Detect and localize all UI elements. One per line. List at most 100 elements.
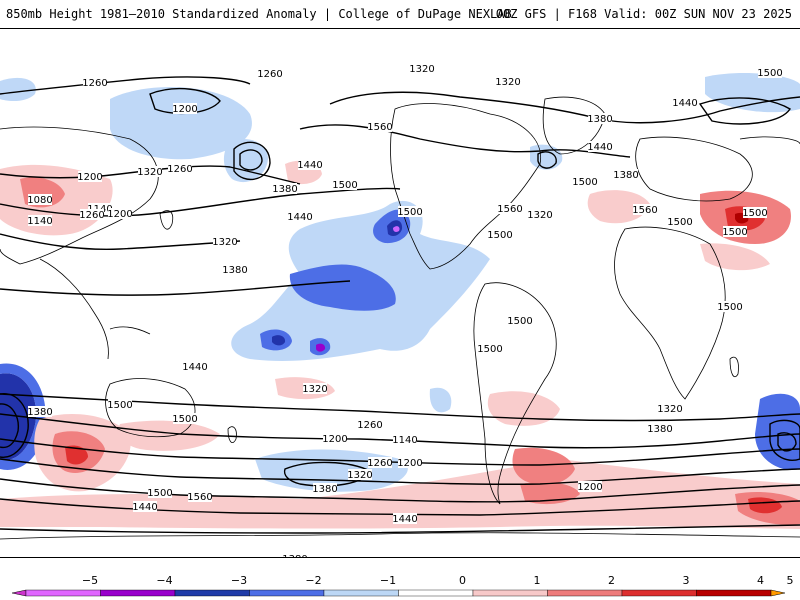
contour-label: 1500 xyxy=(487,229,513,241)
svg-text:1500: 1500 xyxy=(757,68,782,79)
contour-label: 1200 xyxy=(397,457,423,469)
contour-label: 1500 xyxy=(397,206,423,218)
height-contours xyxy=(0,76,800,534)
map-panel[interactable]: 1320 1260 1200 1260 1320 1380 1440 1500 1560 1500… xyxy=(0,28,800,558)
contour-label: 1500 xyxy=(172,413,198,425)
indonesia xyxy=(109,326,151,335)
svg-text:1500: 1500 xyxy=(722,227,747,238)
neg-anomaly-california-peak xyxy=(393,226,400,232)
contour-label: 1320 xyxy=(657,403,683,415)
svg-text:1080: 1080 xyxy=(27,195,52,206)
svg-text:1500: 1500 xyxy=(397,207,422,218)
contour-label: 1440 xyxy=(392,513,418,525)
contour-1260-antarctic xyxy=(0,524,800,534)
contour-1380-arctic xyxy=(299,124,631,158)
anomaly-shading xyxy=(0,73,800,529)
contour-label: 1080 xyxy=(27,194,53,206)
svg-text:1260: 1260 xyxy=(367,458,392,469)
product-title: 850mb Height 1981–2010 Standardized Anom… xyxy=(6,7,512,21)
svg-text:1320: 1320 xyxy=(657,404,682,415)
contour-label: 1320 xyxy=(495,76,521,88)
contour-label: 1380 xyxy=(647,423,673,435)
contour-label: 1320 xyxy=(527,209,553,221)
svg-text:1500: 1500 xyxy=(107,400,132,411)
contour-label: 1380 xyxy=(587,113,613,125)
contour-label: 1500 xyxy=(722,226,748,238)
svg-text:1260: 1260 xyxy=(257,69,282,80)
colorbar-tick-label: 5 xyxy=(786,574,794,587)
contour-label: 1380 xyxy=(282,553,308,558)
svg-text:1440: 1440 xyxy=(672,98,697,109)
svg-text:1560: 1560 xyxy=(367,122,392,133)
contour-low-east-1 xyxy=(769,419,800,461)
svg-text:1320: 1320 xyxy=(495,77,520,88)
contour-low-hudson xyxy=(537,151,557,169)
contour-label: 1560 xyxy=(367,121,393,133)
svg-text:1440: 1440 xyxy=(392,514,417,525)
contour-low-aleutian-1 xyxy=(239,149,263,171)
valid-time-label: 00Z GFS | F168 Valid: 00Z SUN NOV 23 202… xyxy=(495,7,792,21)
svg-text:1380: 1380 xyxy=(282,554,307,558)
svg-text:1440: 1440 xyxy=(297,160,322,171)
colorbar-tick-label: 4 xyxy=(757,574,764,587)
contour-label: 1440 xyxy=(297,159,323,171)
svg-text:1380: 1380 xyxy=(587,114,612,125)
contour-label: 1260 xyxy=(357,419,383,431)
contour-label: 1320 xyxy=(302,383,328,395)
svg-text:1200: 1200 xyxy=(107,209,132,220)
colorbar-segment xyxy=(249,589,325,597)
neg-anomaly-south-pacific-b-core xyxy=(316,343,326,352)
neg-anomaly-hudson xyxy=(530,144,563,170)
svg-text:1260: 1260 xyxy=(82,78,107,89)
pos-anomaly-drake xyxy=(512,447,575,485)
india-se-asia xyxy=(39,258,109,360)
contour-1500-south xyxy=(0,393,800,422)
contour-label: 1200 xyxy=(577,481,603,493)
asia-coast-east xyxy=(739,136,800,145)
svg-text:1500: 1500 xyxy=(147,488,172,499)
contour-1080-south-pacific xyxy=(283,461,371,487)
new-zealand xyxy=(227,426,237,443)
contour-label: 1500 xyxy=(332,179,358,191)
svg-text:1500: 1500 xyxy=(332,180,357,191)
contour-label: 1260 xyxy=(167,163,193,175)
contour-1320-south xyxy=(0,458,800,485)
svg-text:1320: 1320 xyxy=(302,384,327,395)
pos-anomaly-south-atlantic-band xyxy=(520,482,580,505)
svg-text:1320: 1320 xyxy=(212,237,237,248)
colorbar-tick-label: −2 xyxy=(305,574,322,587)
contour-1260-north xyxy=(0,76,251,95)
anomaly-colorbar xyxy=(11,589,786,597)
contour-label: 1380 xyxy=(272,183,298,195)
svg-text:1200: 1200 xyxy=(77,172,102,183)
svg-text:1320: 1320 xyxy=(347,470,372,481)
contour-label: 1380 xyxy=(613,169,639,181)
contour-1500-mid xyxy=(0,187,401,217)
svg-text:1380: 1380 xyxy=(647,424,672,435)
colorbar-segment xyxy=(547,589,623,597)
colorbar-left-arrow xyxy=(11,589,27,597)
svg-text:1440: 1440 xyxy=(132,502,157,513)
svg-text:1440: 1440 xyxy=(287,212,312,223)
colorbar-tick-label: 3 xyxy=(682,574,690,587)
svg-text:1200: 1200 xyxy=(577,482,602,493)
contour-label: 1260 xyxy=(367,457,393,469)
svg-text:1500: 1500 xyxy=(507,316,532,327)
japan xyxy=(159,210,174,230)
colorbar-segment xyxy=(696,589,772,597)
contour-label: 1560 xyxy=(497,203,523,215)
svg-text:1440: 1440 xyxy=(182,362,207,373)
contour-label: 1560 xyxy=(632,204,658,216)
svg-text:1500: 1500 xyxy=(172,414,197,425)
contour-label: 1500 xyxy=(572,176,598,188)
contour-low-aleutian-2 xyxy=(233,141,271,181)
africa-coast xyxy=(614,226,726,400)
contour-label: 1500 xyxy=(147,487,173,499)
colorbar-tick-label: −3 xyxy=(230,574,248,587)
title-bar: 850mb Height 1981–2010 Standardized Anom… xyxy=(0,0,800,28)
anomaly-map[interactable]: 1320126012001260132013801440150015601500… xyxy=(0,29,800,558)
contour-label: 1440 xyxy=(182,361,208,373)
antarctica-coast xyxy=(0,532,800,540)
svg-text:1320: 1320 xyxy=(527,210,552,221)
contour-label: 1200 xyxy=(77,171,103,183)
